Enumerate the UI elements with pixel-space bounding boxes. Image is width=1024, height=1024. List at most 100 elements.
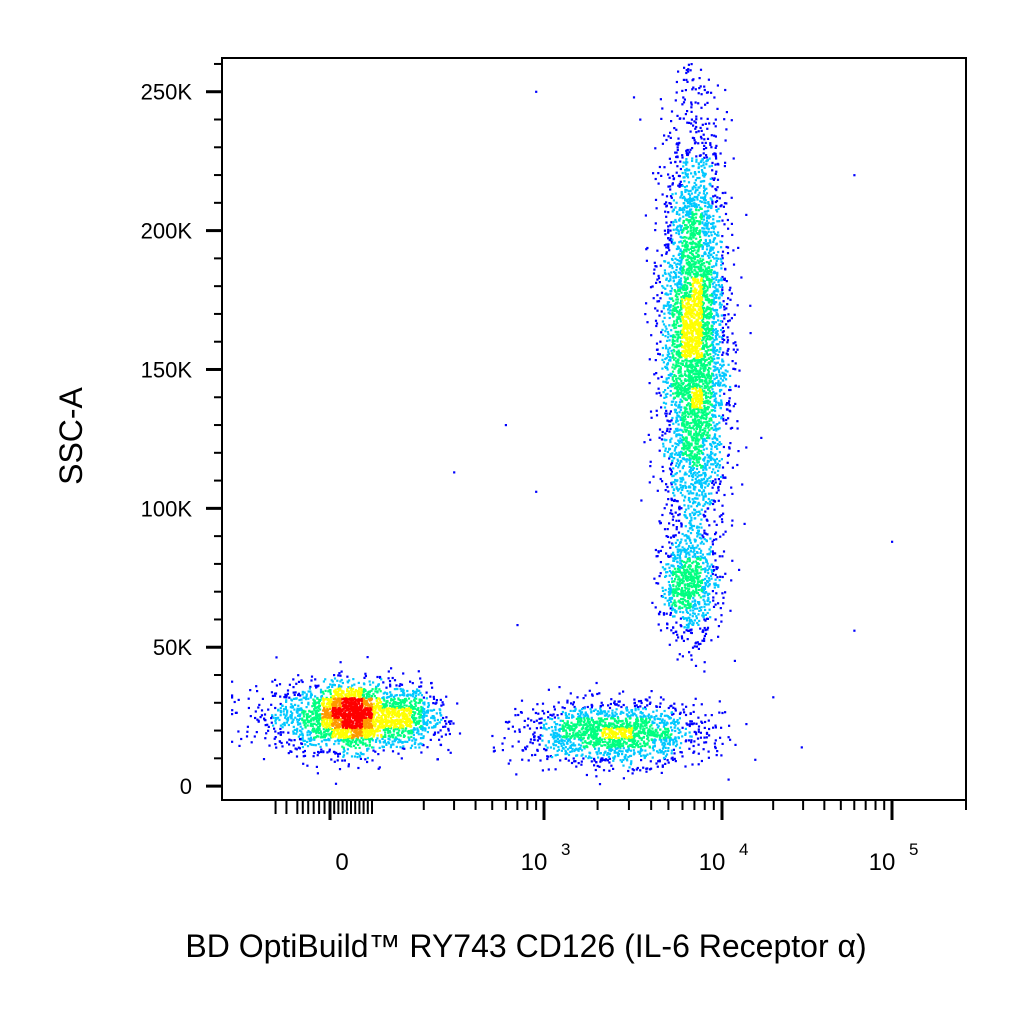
event-point (664, 755, 667, 758)
event-point (704, 473, 707, 476)
event-point (684, 204, 687, 207)
event-point (662, 307, 665, 310)
event-point (704, 480, 707, 484)
event-point (700, 200, 703, 204)
event-point (678, 411, 681, 414)
event-point (716, 84, 719, 87)
event-point (674, 290, 677, 293)
event-point (652, 741, 655, 744)
event-point (590, 711, 593, 714)
event-point (687, 192, 690, 195)
event-point (703, 462, 707, 465)
event-point (675, 575, 678, 578)
event-point (565, 733, 568, 736)
event-point (270, 703, 273, 706)
event-point (374, 690, 377, 693)
event-point (413, 696, 416, 699)
event-point (547, 716, 550, 719)
event-point (680, 523, 683, 526)
event-point (665, 377, 668, 380)
event-point (287, 731, 290, 734)
event-point (599, 709, 603, 712)
event-point (660, 732, 664, 735)
event-point (681, 476, 684, 479)
event-point (667, 333, 670, 336)
event-point (706, 225, 709, 228)
event-point (602, 754, 605, 757)
event-point (715, 523, 718, 526)
event-point (420, 743, 423, 746)
event-point (518, 728, 521, 731)
event-point (693, 604, 696, 607)
event-point (378, 766, 381, 769)
event-point (678, 555, 681, 558)
event-point (381, 737, 384, 740)
event-point (673, 726, 676, 729)
event-point (697, 557, 700, 560)
event-point (584, 714, 587, 718)
event-point (706, 101, 709, 104)
event-point (677, 247, 680, 250)
event-point (706, 215, 709, 218)
event-point (298, 713, 301, 716)
event-point (658, 281, 661, 284)
event-point (720, 726, 723, 729)
event-point (697, 170, 700, 174)
event-point (289, 706, 292, 709)
event-point (685, 486, 688, 489)
event-point (704, 464, 707, 467)
event-point (720, 399, 723, 402)
event-point (435, 712, 438, 715)
event-point (719, 152, 722, 155)
event-point (715, 284, 718, 287)
event-point (284, 715, 287, 718)
event-point (699, 542, 702, 545)
event-point (704, 584, 707, 587)
event-point (670, 206, 673, 209)
event-point (675, 155, 678, 159)
event-point (684, 551, 687, 554)
event-point (639, 769, 642, 772)
event-point (369, 683, 372, 686)
event-point (577, 749, 580, 752)
event-point (691, 763, 694, 766)
event-point (687, 616, 690, 619)
event-point (666, 733, 669, 737)
event-point (332, 750, 336, 753)
event-point (632, 749, 635, 752)
event-point (606, 759, 609, 762)
event-point (712, 238, 715, 241)
event-point (717, 163, 720, 166)
event-point (587, 757, 590, 760)
event-point (717, 584, 720, 587)
event-point (666, 381, 669, 384)
event-point (701, 639, 704, 642)
event-point (703, 156, 706, 159)
event-point (662, 470, 665, 473)
event-point (705, 261, 708, 264)
event-point (678, 219, 681, 222)
event-point (675, 435, 678, 438)
event-point (708, 239, 711, 242)
event-point (710, 417, 713, 420)
event-point (299, 725, 302, 728)
event-point (580, 739, 583, 742)
event-point (391, 750, 395, 753)
event-point (734, 368, 737, 371)
event-point (700, 93, 703, 96)
event-point (612, 716, 615, 719)
event-point (291, 720, 294, 724)
event-point (719, 381, 722, 384)
event-point (645, 767, 648, 770)
event-point (372, 749, 375, 752)
event-point (692, 467, 695, 470)
event-point (720, 279, 723, 282)
event-point (420, 705, 423, 709)
event-point (688, 465, 691, 468)
event-point (660, 331, 663, 334)
event-point (374, 750, 377, 753)
event-point (654, 606, 657, 609)
event-point (648, 696, 651, 699)
event-point (706, 533, 709, 536)
event-point (668, 743, 671, 746)
